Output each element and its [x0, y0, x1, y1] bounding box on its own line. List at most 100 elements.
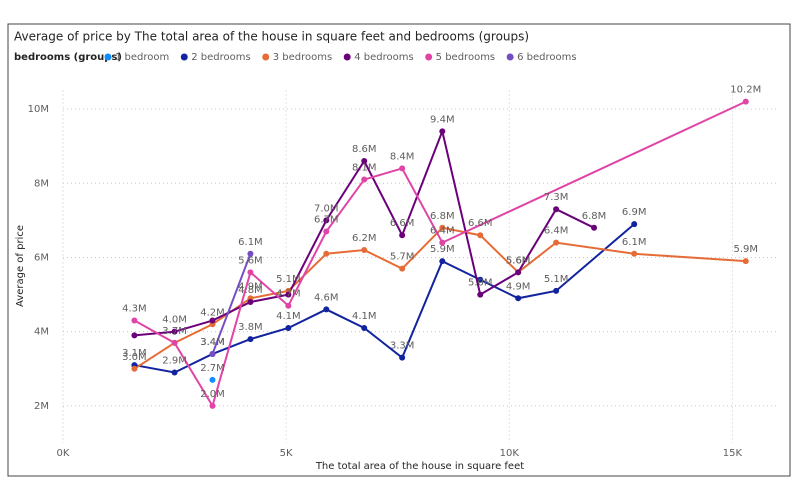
data-label: 5.6M: [506, 255, 531, 266]
data-label: 4.6M: [314, 292, 339, 303]
x-tick-label: 0K: [57, 448, 70, 459]
data-point: [399, 354, 406, 361]
data-label: 6.4M: [544, 226, 569, 237]
data-label: 3.3M: [390, 341, 415, 352]
data-point: [439, 239, 446, 246]
data-label: 6.6M: [468, 218, 493, 229]
legend-label: 2 bedrooms: [191, 52, 250, 63]
data-point: [361, 247, 368, 254]
data-point: [631, 250, 638, 257]
y-tick-label: 6M: [34, 252, 49, 263]
data-label: 6.2M: [352, 233, 377, 244]
data-point: [477, 291, 484, 298]
data-point: [553, 287, 560, 294]
legend-label: 4 bedrooms: [354, 52, 413, 63]
data-label: 4.1M: [276, 311, 301, 322]
data-label: 5.9M: [733, 244, 758, 255]
data-point: [361, 158, 368, 164]
legend-marker: [425, 53, 433, 61]
data-point: [131, 332, 138, 339]
data-label: 6.6M: [390, 218, 415, 229]
data-point: [553, 206, 560, 213]
data-label: 4.1M: [352, 311, 377, 322]
data-point: [742, 98, 749, 105]
data-label: 8.6M: [352, 144, 377, 155]
data-point: [247, 250, 254, 257]
data-label: 4.2M: [200, 307, 225, 318]
legend-marker: [262, 53, 270, 61]
data-point: [247, 269, 254, 276]
x-tick-label: 10K: [500, 448, 520, 459]
data-point: [247, 336, 254, 343]
data-label: 5.9M: [430, 244, 455, 255]
legend-label: 6 bedrooms: [517, 52, 576, 63]
y-tick-label: 8M: [34, 178, 49, 189]
data-point: [171, 369, 178, 376]
data-point: [477, 232, 484, 239]
x-axis-title: The total area of the house in square fe…: [315, 461, 524, 472]
data-label: 2.0M: [200, 389, 225, 400]
series-line: [133, 226, 746, 370]
data-point: [631, 221, 638, 228]
data-label: 6.8M: [430, 211, 455, 222]
data-label: 4.9M: [506, 281, 531, 292]
data-label: 4.3M: [122, 304, 147, 315]
data-label: 3.0M: [122, 352, 147, 363]
data-label: 2.7M: [200, 363, 225, 374]
data-label: 5.6M: [238, 255, 263, 266]
data-label: 5.0M: [468, 278, 493, 289]
data-label: 2.9M: [162, 356, 187, 367]
chart-title: Average of price by The total area of th…: [14, 30, 529, 44]
y-axis-title: Average of price: [15, 225, 26, 307]
data-label: 3.4M: [200, 337, 225, 348]
data-point: [285, 302, 292, 309]
data-label: 9.4M: [430, 114, 455, 125]
data-point: [209, 376, 216, 383]
data-point: [323, 228, 330, 235]
data-point: [131, 365, 138, 372]
data-label: 8.1M: [352, 163, 377, 174]
series-line: [133, 100, 747, 409]
data-point: [742, 258, 749, 265]
data-point: [285, 291, 292, 298]
data-label: 3.4M: [200, 337, 225, 348]
data-point: [209, 402, 216, 409]
data-label: 6.9M: [622, 207, 647, 218]
data-point: [209, 350, 216, 357]
legend-marker: [343, 53, 351, 61]
data-label: 10.2M: [730, 85, 761, 96]
data-label: 5.1M: [276, 274, 301, 285]
data-point: [323, 217, 330, 224]
data-point: [515, 295, 522, 302]
data-point: [399, 165, 406, 172]
data-point: [285, 324, 292, 331]
data-label: 8.4M: [390, 151, 415, 162]
data-label: 7.3M: [544, 192, 569, 203]
data-point: [439, 224, 446, 231]
data-label: 5.6M: [506, 255, 531, 266]
data-point: [591, 224, 598, 231]
legend-label: 1 bedroom: [115, 52, 169, 63]
data-point: [171, 339, 178, 346]
legend-marker: [180, 53, 188, 61]
data-point: [323, 250, 330, 257]
legend-marker: [104, 53, 112, 61]
data-label: 6.1M: [622, 237, 647, 248]
data-label: 3.8M: [238, 322, 263, 333]
legend-marker: [506, 53, 514, 61]
data-point: [361, 324, 368, 331]
data-point: [171, 328, 178, 335]
data-label: 4.0M: [162, 315, 187, 326]
data-point: [247, 299, 254, 305]
data-label: 5.7M: [390, 252, 415, 263]
legend-label: 3 bedrooms: [273, 52, 332, 63]
data-label: 7.0M: [314, 203, 339, 214]
x-tick-label: 15K: [723, 448, 743, 459]
y-tick-label: 2M: [34, 401, 49, 412]
data-label: 6.7M: [314, 215, 339, 226]
data-point: [323, 306, 330, 313]
data-label: 3.1M: [122, 348, 147, 359]
data-label: 4.8M: [238, 285, 263, 296]
y-tick-label: 4M: [34, 327, 49, 338]
